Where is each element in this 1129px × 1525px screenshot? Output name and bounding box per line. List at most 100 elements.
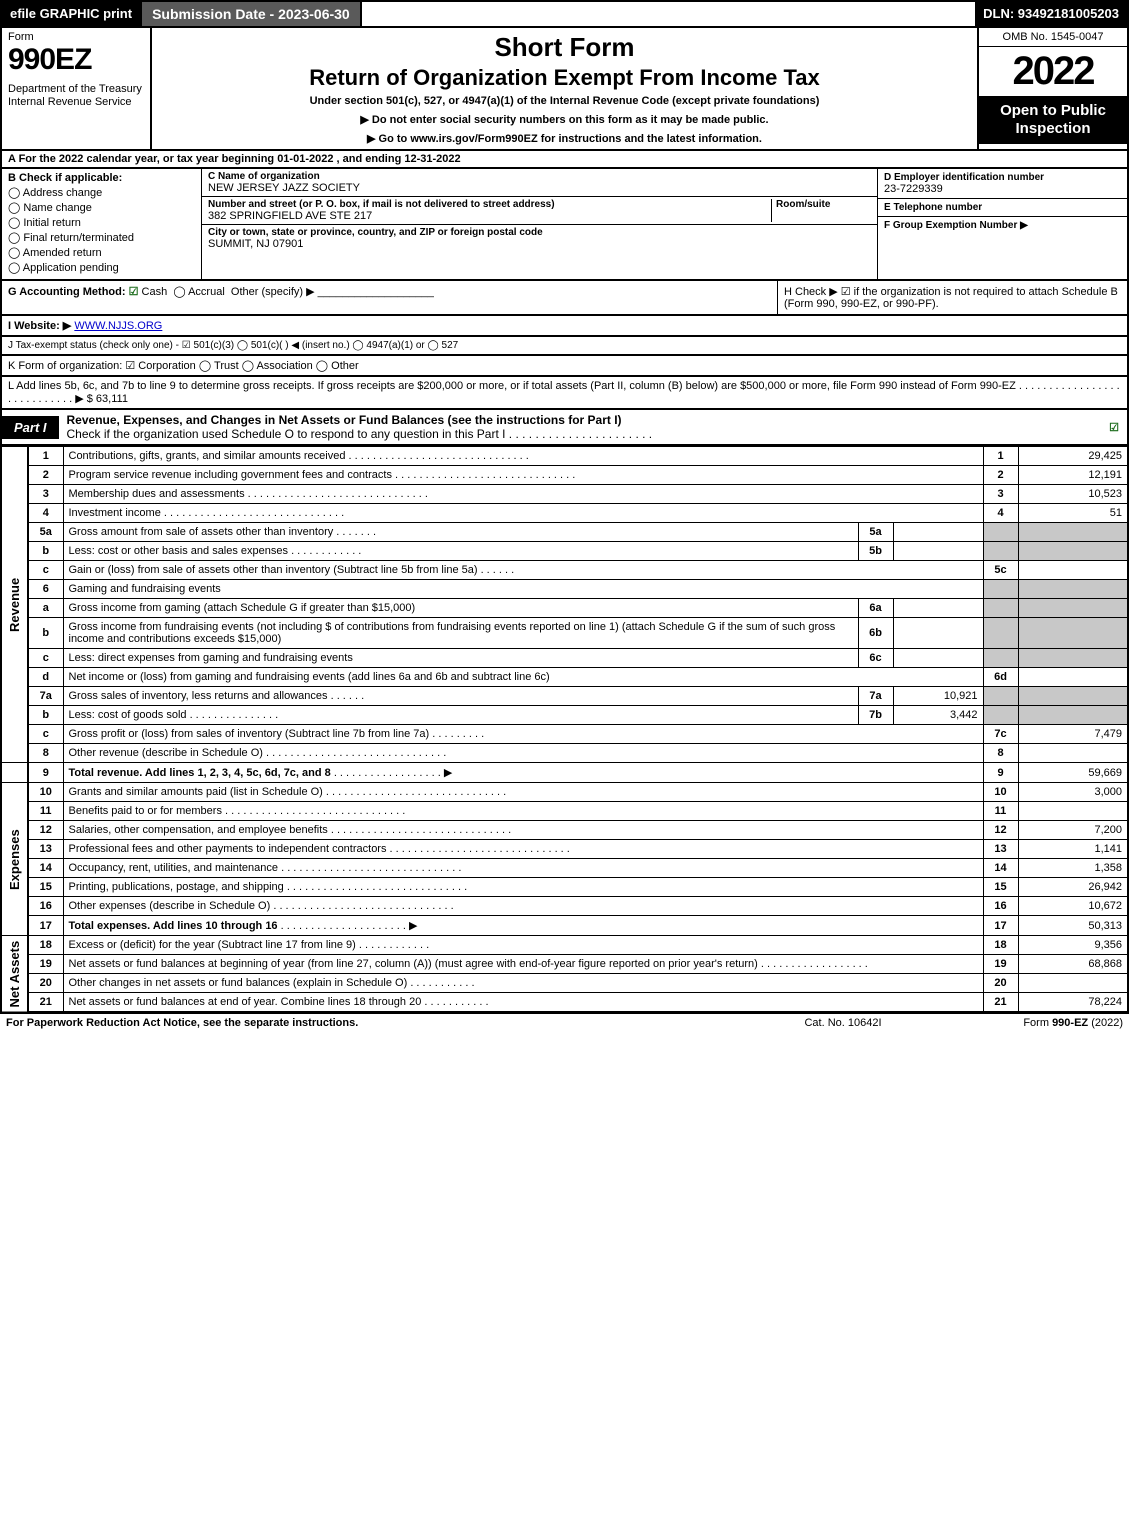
l1-desc: Contributions, gifts, grants, and simila… (63, 447, 983, 466)
l13-desc: Professional fees and other payments to … (63, 840, 983, 859)
section-i: I Website: ▶ WWW.NJJS.ORG (0, 316, 1129, 337)
l9-desc: Total revenue. Add lines 1, 2, 3, 4, 5c,… (63, 763, 983, 783)
l7a-grey (983, 687, 1018, 706)
chk-amended[interactable]: ◯ Amended return (8, 246, 195, 259)
e-tel-label: E Telephone number (884, 202, 1121, 213)
expenses-sidebar: Expenses (1, 783, 28, 936)
efile-label[interactable]: efile GRAPHIC print (2, 2, 140, 26)
l5a-sub: 5a (858, 523, 893, 542)
part1-checkbox[interactable]: ☑ (1101, 418, 1127, 437)
l4-num: 4 (28, 504, 63, 523)
l11-desc: Benefits paid to or for members (63, 802, 983, 821)
header-right: OMB No. 1545-0047 2022 Open to Public In… (977, 28, 1127, 149)
section-h: H Check ▶ ☑ if the organization is not r… (777, 281, 1127, 314)
form-header: Form 990EZ Department of the Treasury In… (0, 28, 1129, 151)
l21-num: 21 (28, 993, 63, 1013)
l11-rnum: 11 (983, 802, 1018, 821)
l3-val: 10,523 (1018, 485, 1128, 504)
l18-desc: Excess or (deficit) for the year (Subtra… (63, 936, 983, 955)
l2-num: 2 (28, 466, 63, 485)
l15-val: 26,942 (1018, 878, 1128, 897)
l19-desc: Net assets or fund balances at beginning… (63, 955, 983, 974)
l10-rnum: 10 (983, 783, 1018, 802)
l12-val: 7,200 (1018, 821, 1128, 840)
l5b-greyv (1018, 542, 1128, 561)
l5b-sub: 5b (858, 542, 893, 561)
l2-rnum: 2 (983, 466, 1018, 485)
website-link[interactable]: WWW.NJJS.ORG (74, 320, 162, 332)
l6c-subv (893, 649, 983, 668)
l4-rnum: 4 (983, 504, 1018, 523)
section-bcd: B Check if applicable: ◯ Address change … (0, 169, 1129, 281)
l9-val: 59,669 (1018, 763, 1128, 783)
l6c-greyv (1018, 649, 1128, 668)
l2-val: 12,191 (1018, 466, 1128, 485)
omb-number: OMB No. 1545-0047 (979, 28, 1127, 47)
l5c-val (1018, 561, 1128, 580)
part1-check-text: Check if the organization used Schedule … (67, 427, 653, 441)
l14-num: 14 (28, 859, 63, 878)
c-name-label: C Name of organization (208, 171, 871, 182)
l10-val: 3,000 (1018, 783, 1128, 802)
l17-val: 50,313 (1018, 916, 1128, 936)
l6d-val (1018, 668, 1128, 687)
part1-label: Part I (2, 416, 59, 439)
l21-val: 78,224 (1018, 993, 1128, 1013)
l7b-desc: Less: cost of goods sold . . . . . . . .… (63, 706, 858, 725)
l7b-greyv (1018, 706, 1128, 725)
l5b-subv (893, 542, 983, 561)
l18-rnum: 18 (983, 936, 1018, 955)
department: Department of the Treasury Internal Reve… (8, 83, 144, 109)
l8-desc: Other revenue (describe in Schedule O) (63, 744, 983, 763)
chk-initial[interactable]: ◯ Initial return (8, 216, 195, 229)
b-label: B Check if applicable: (8, 172, 195, 184)
l4-val: 51 (1018, 504, 1128, 523)
l5a-subv (893, 523, 983, 542)
part1-header: Part I Revenue, Expenses, and Changes in… (0, 410, 1129, 446)
l6c-num: c (28, 649, 63, 668)
i-label: I Website: ▶ (8, 320, 71, 332)
l17-desc: Total expenses. Add lines 10 through 16 … (63, 916, 983, 936)
form-number: 990EZ (8, 43, 144, 77)
l15-num: 15 (28, 878, 63, 897)
l6d-rnum: 6d (983, 668, 1018, 687)
line-a: A For the 2022 calendar year, or tax yea… (0, 151, 1129, 169)
l6a-sub: 6a (858, 599, 893, 618)
l14-desc: Occupancy, rent, utilities, and maintena… (63, 859, 983, 878)
f-grp-row: F Group Exemption Number ▶ (878, 217, 1127, 234)
chk-pending[interactable]: ◯ Application pending (8, 261, 195, 274)
part1-title: Revenue, Expenses, and Changes in Net As… (59, 410, 1102, 444)
l15-desc: Printing, publications, postage, and shi… (63, 878, 983, 897)
l20-desc: Other changes in net assets or fund bala… (63, 974, 983, 993)
section-k: K Form of organization: ☑ Corporation ◯ … (0, 356, 1129, 377)
l3-num: 3 (28, 485, 63, 504)
l7a-num: 7a (28, 687, 63, 706)
l21-rnum: 21 (983, 993, 1018, 1013)
l5c-rnum: 5c (983, 561, 1018, 580)
l2-desc: Program service revenue including govern… (63, 466, 983, 485)
chk-address[interactable]: ◯ Address change (8, 186, 195, 199)
l1-rnum: 1 (983, 447, 1018, 466)
l6b-sub: 6b (858, 618, 893, 649)
l5a-num: 5a (28, 523, 63, 542)
l7c-val: 7,479 (1018, 725, 1128, 744)
goto-link[interactable]: ▶ Go to www.irs.gov/Form990EZ for instru… (160, 132, 969, 145)
chk-name[interactable]: ◯ Name change (8, 201, 195, 214)
l14-val: 1,358 (1018, 859, 1128, 878)
l6c-desc: Less: direct expenses from gaming and fu… (63, 649, 858, 668)
form-word: Form (8, 31, 144, 43)
header-left: Form 990EZ Department of the Treasury In… (2, 28, 152, 149)
l5a-greyv (1018, 523, 1128, 542)
l6a-greyv (1018, 599, 1128, 618)
l13-rnum: 13 (983, 840, 1018, 859)
chk-final[interactable]: ◯ Final return/terminated (8, 231, 195, 244)
l4-desc: Investment income (63, 504, 983, 523)
open-inspection: Open to Public Inspection (979, 96, 1127, 144)
l20-num: 20 (28, 974, 63, 993)
g-cash: Cash (142, 286, 168, 298)
l6a-desc: Gross income from gaming (attach Schedul… (63, 599, 858, 618)
paperwork-notice: For Paperwork Reduction Act Notice, see … (6, 1017, 743, 1029)
l13-num: 13 (28, 840, 63, 859)
page-footer: For Paperwork Reduction Act Notice, see … (0, 1013, 1129, 1032)
l17-num: 17 (28, 916, 63, 936)
